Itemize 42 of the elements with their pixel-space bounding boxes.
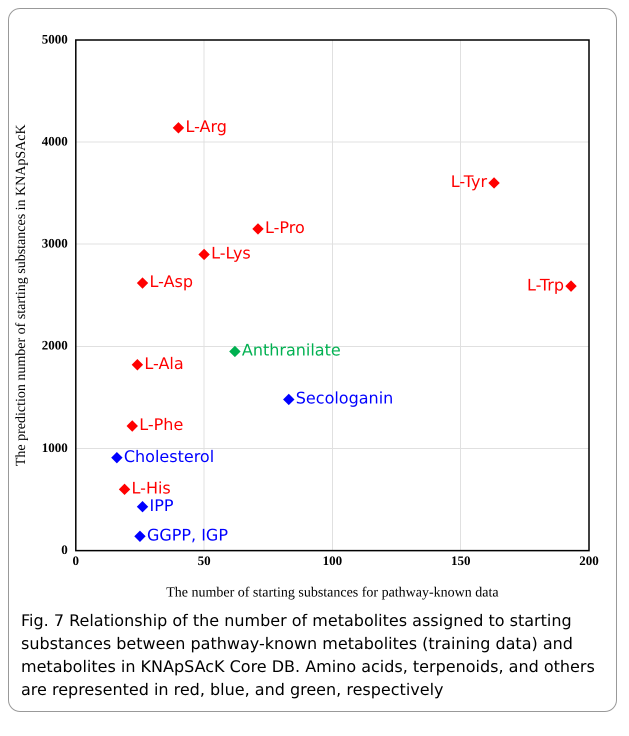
y-tick-label: 0 xyxy=(61,542,68,557)
y-tick-label: 3000 xyxy=(42,236,68,251)
x-tick-label: 0 xyxy=(72,552,80,568)
annotation: L-Ala xyxy=(144,354,184,373)
x-tick-label: 50 xyxy=(198,552,211,568)
point xyxy=(126,420,138,432)
point xyxy=(134,530,146,542)
caption: Fig. 7 Relationship of the number of metabolites assigned to starting substances between pathway-known metabolites (training data) and metabolites in KNApSAcK Core DB. Amino acids, terpenoids, and others are represented in red, blue, and green, respectively xyxy=(20,610,596,701)
y-tick-label: 2000 xyxy=(42,338,68,353)
point xyxy=(229,346,240,357)
point xyxy=(566,280,577,292)
y-tick-label: 5000 xyxy=(42,31,68,46)
annotation: L-Pro xyxy=(264,218,305,238)
annotation: L-His xyxy=(132,478,171,498)
point xyxy=(111,452,122,464)
annotation: IPP xyxy=(150,496,174,515)
annotation: Cholesterol xyxy=(124,446,214,466)
annotation: L-Asp xyxy=(150,272,194,292)
y-tick-label: 1000 xyxy=(42,440,68,455)
x-tick-label: 200 xyxy=(579,552,599,568)
point xyxy=(488,177,500,188)
annotation: L-Lys xyxy=(211,244,251,263)
annotation: L-Arg xyxy=(185,116,227,136)
point xyxy=(119,484,130,495)
y-tick-label: 4000 xyxy=(42,133,68,148)
annotation: GGPP, IGP xyxy=(146,525,228,544)
y-axis-title: The prediction number of starting substances in KNApSAcK xyxy=(14,124,30,466)
annotation: L-Tyr xyxy=(450,172,488,192)
point xyxy=(252,223,264,234)
annotation: Secologanin xyxy=(296,388,394,408)
point xyxy=(283,394,294,405)
point xyxy=(172,122,184,134)
point xyxy=(132,359,143,370)
point xyxy=(137,278,148,289)
annotation: Anthranilate xyxy=(242,340,341,360)
annotation: L-Trp xyxy=(526,275,564,294)
point xyxy=(137,501,148,512)
point xyxy=(198,248,210,260)
x-axis-title: The number of starting substances for pathway-known data xyxy=(166,585,500,600)
annotation: L-Phe xyxy=(139,415,184,434)
x-tick-label: 150 xyxy=(450,552,470,568)
x-tick-label: 100 xyxy=(322,552,342,568)
